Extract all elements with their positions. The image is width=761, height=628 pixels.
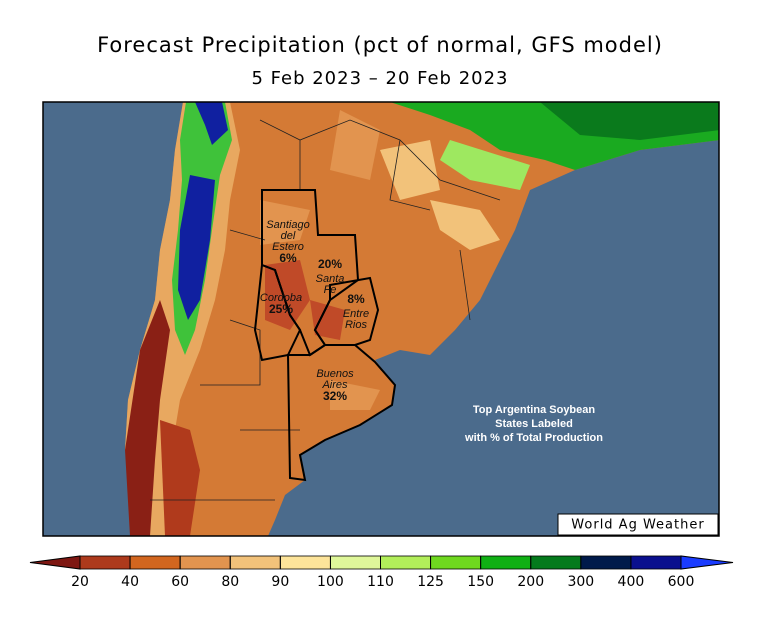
colorbar-segment [580,555,632,570]
colorbar-label: 20 [71,574,89,590]
note: with % of Total Production [464,432,603,444]
subtitle: 5 Feb 2023 – 20 Feb 2023 [251,68,508,89]
state-share: 8% [347,292,365,306]
state-name: Fe [324,284,337,296]
title: Forecast Precipitation (pct of normal, G… [97,33,663,57]
colorbar-label: 80 [221,574,239,590]
colorbar-label: 200 [517,574,544,590]
note: States Labeled [495,418,573,430]
colorbar-segment [530,555,582,570]
state-share: 32% [323,389,347,403]
colorbar-label: 100 [317,574,344,590]
colorbar-segment [430,555,482,570]
colorbar-label: 110 [367,574,394,590]
colorbar-segment [229,555,281,570]
colorbar-segment [279,555,331,570]
colorbar-segment [79,555,131,570]
colorbar-segment [129,555,181,570]
colorbar-low [29,555,81,570]
state-share: 6% [279,251,297,265]
state-name: Rios [345,319,368,331]
colorbar-label: 60 [171,574,189,590]
state-share: 20% [318,257,342,271]
credit-box [557,513,719,536]
state-name: Entre [343,308,369,320]
colorbar-label: 400 [618,574,645,590]
note: Top Argentina Soybean [473,404,596,416]
colorbar-segment [630,555,682,570]
colorbar-segment [480,555,532,570]
map: World Ag Weather [42,101,720,537]
colorbar-label: 150 [467,574,494,590]
colorbar-segment [380,555,431,570]
colorbar-segment [179,555,231,570]
state-name: Estero [272,241,304,253]
credit: World Ag Weather [571,518,704,533]
colorbar-high [680,555,734,570]
state-share: 25% [269,302,293,316]
state-name: Buenos [316,368,354,380]
colorbar-label: 90 [271,574,289,590]
state-name: Cordoba [260,292,302,304]
state-name: del [281,230,296,242]
colorbar-label: 40 [121,574,139,590]
state-name: Santa [316,273,345,285]
colorbar: 20 40 60 80 90 100 110 125 150 200 300 400 600 [29,555,734,590]
state-name: Aires [321,379,348,391]
colorbar-label: 125 [417,574,444,590]
colorbar-segment [330,555,381,570]
colorbar-label: 600 [668,574,695,590]
colorbar-label: 300 [567,574,594,590]
state-name: Santiago [266,219,309,231]
